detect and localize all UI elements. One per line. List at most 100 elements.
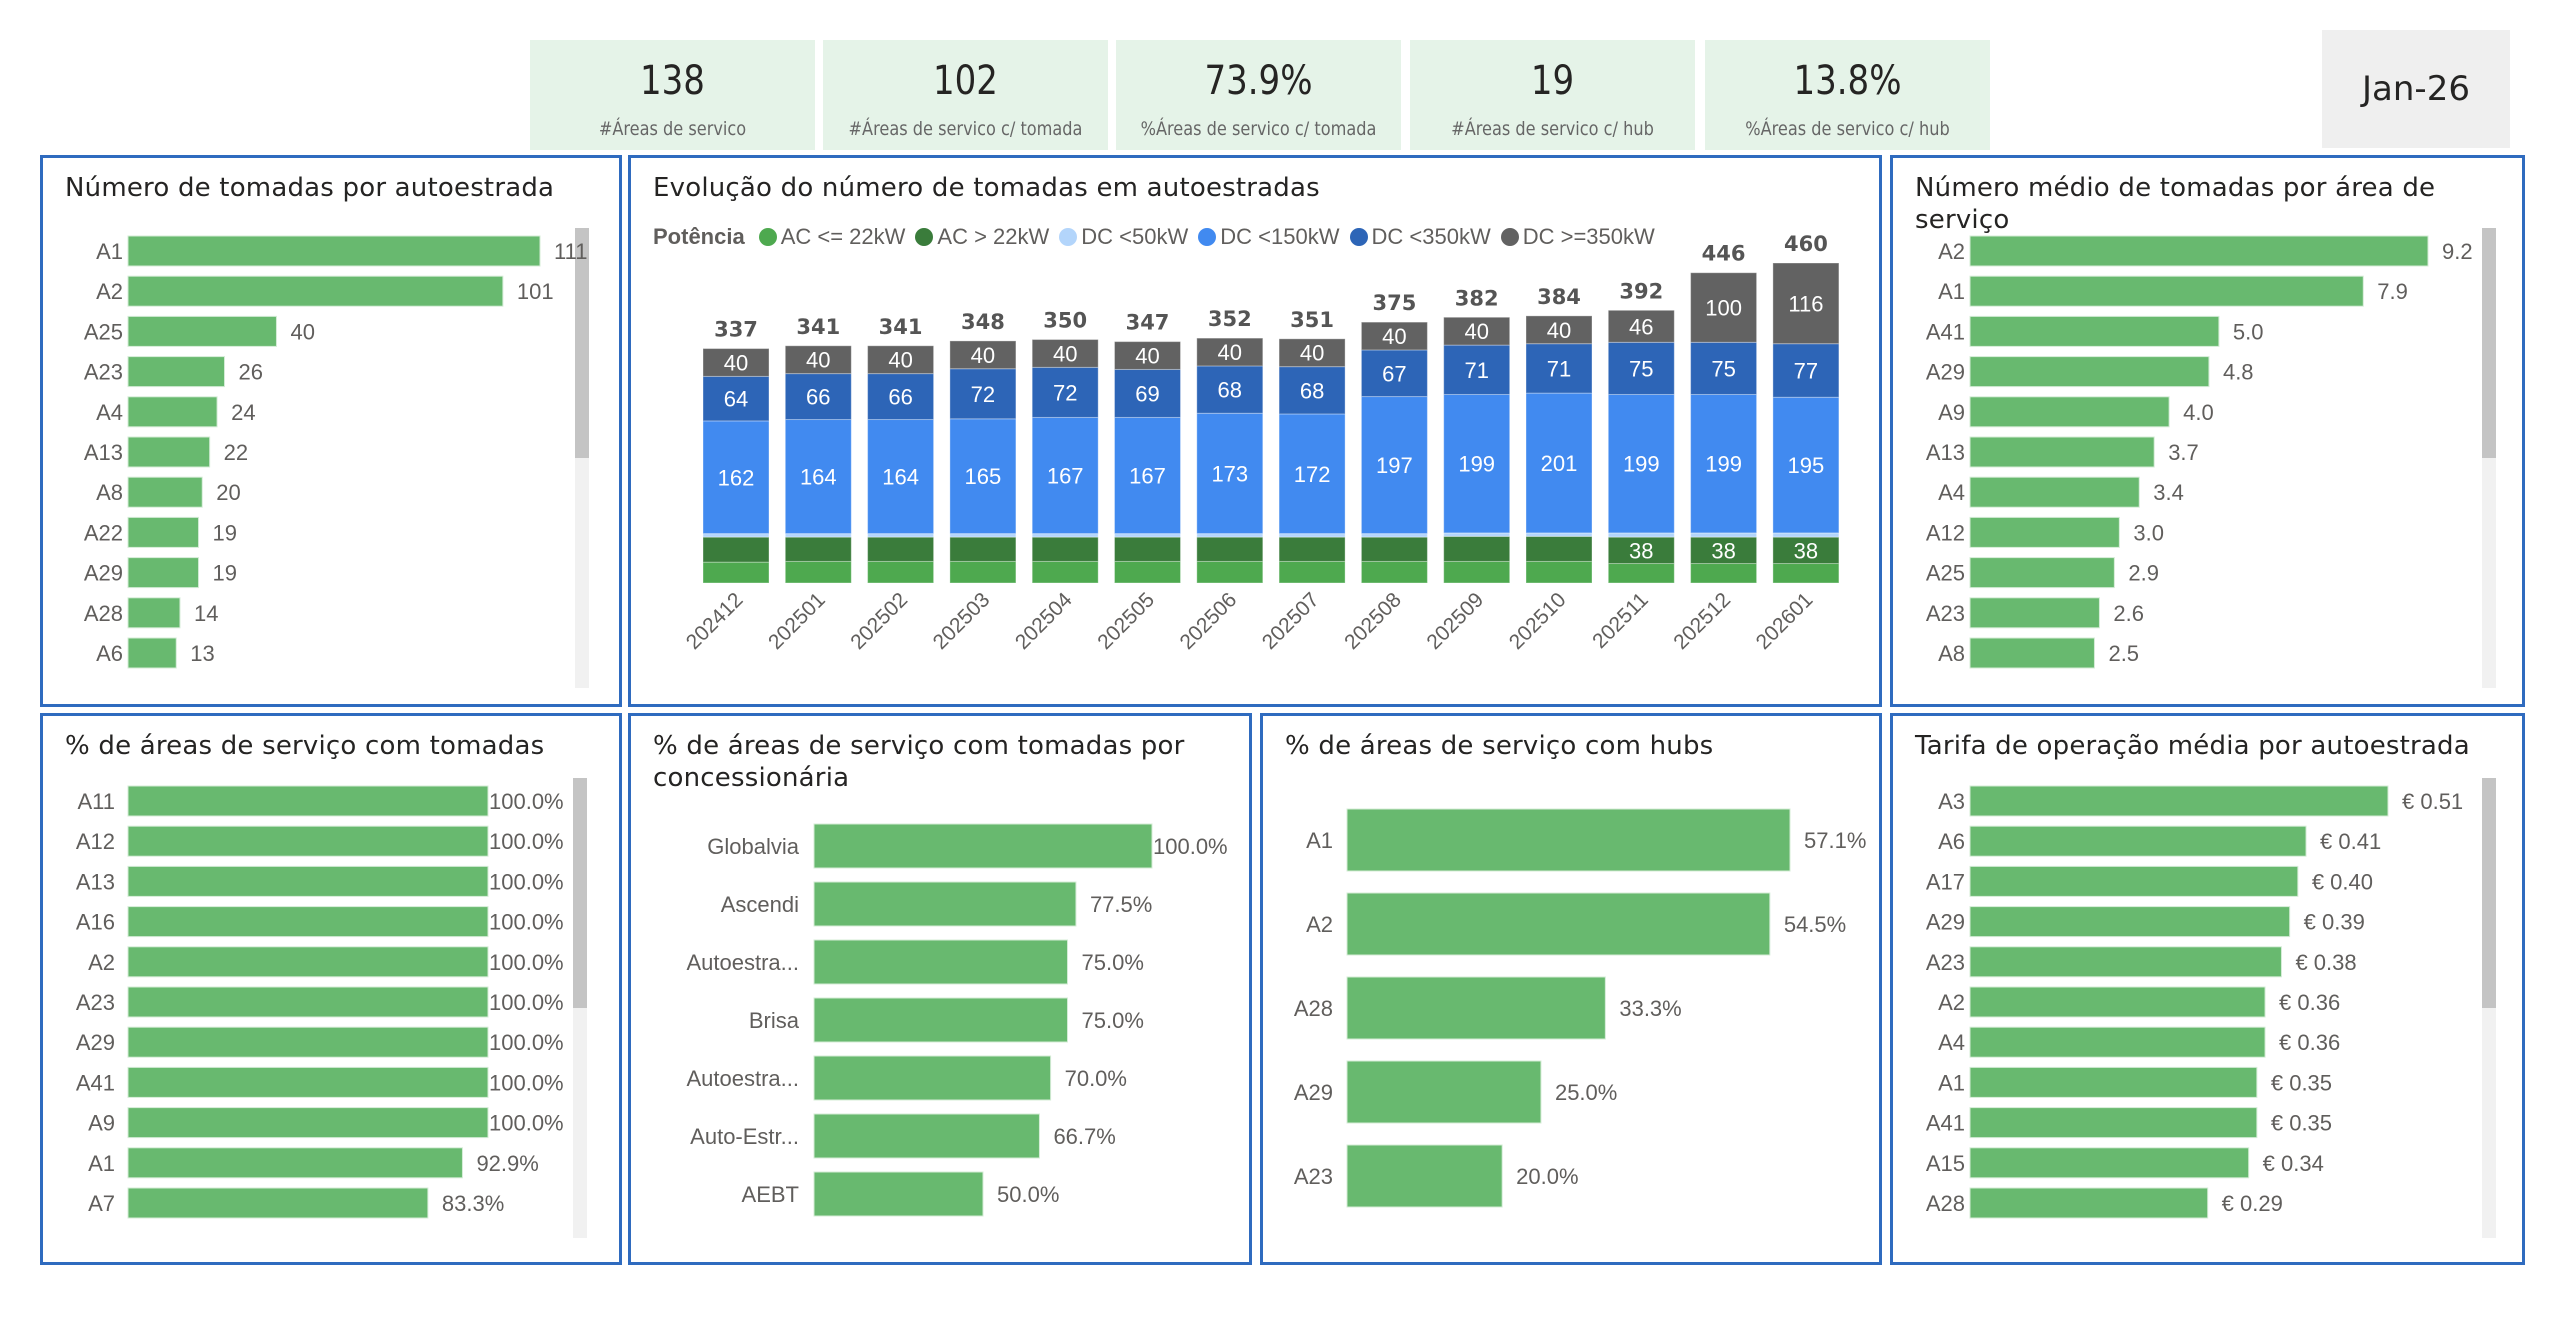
stacked-segment[interactable] [1114,416,1181,535]
stacked-segment[interactable] [1360,321,1428,351]
stacked-segment[interactable] [1278,533,1346,538]
stacked-segment[interactable] [1031,533,1099,538]
bar[interactable] [1969,1026,2266,1058]
bar[interactable] [127,865,489,897]
bar[interactable] [1346,976,1606,1040]
stacked-segment[interactable] [784,419,852,535]
stacked-segment[interactable] [1443,393,1511,534]
bar[interactable] [1969,946,2282,978]
bar[interactable] [1969,1107,2258,1139]
stacked-segment[interactable] [1360,560,1428,584]
bar[interactable] [127,356,226,388]
bar[interactable] [1969,476,2140,508]
bar[interactable] [1969,637,2095,669]
bar[interactable] [127,396,218,428]
stacked-segment[interactable] [1443,532,1511,537]
bar[interactable] [1969,275,2364,307]
stacked-segment[interactable] [1114,533,1181,538]
stacked-segment[interactable] [867,533,935,538]
bar[interactable] [1969,1187,2209,1219]
stacked-segment[interactable] [1443,344,1511,395]
bar[interactable] [1346,808,1791,872]
bar[interactable] [127,825,489,857]
legend-item[interactable]: DC <350kW [1349,224,1491,250]
bar[interactable] [813,823,1153,869]
stacked-segment[interactable] [1443,560,1511,584]
bar[interactable] [1969,315,2220,347]
stacked-segment[interactable] [1525,560,1593,584]
bar[interactable] [813,1055,1052,1101]
stacked-segment[interactable] [1278,366,1346,415]
stacked-segment[interactable] [784,533,852,538]
stacked-segment[interactable] [784,560,852,584]
stacked-segment[interactable] [1772,396,1840,534]
bar[interactable] [127,436,211,468]
bar[interactable] [1969,557,2115,589]
bar[interactable] [813,1171,984,1217]
legend-item[interactable]: DC <150kW [1198,224,1340,250]
bar[interactable] [127,597,181,629]
bar[interactable] [127,946,489,978]
legend-item[interactable]: AC <= 22kW [758,224,905,250]
stacked-segment[interactable] [1690,532,1758,538]
bar[interactable] [1969,825,2307,857]
stacked-segment[interactable] [1196,536,1264,562]
bar[interactable] [127,516,200,548]
legend-item[interactable]: DC <50kW [1059,224,1188,250]
bar[interactable] [1969,597,2100,629]
stacked-segment[interactable] [949,418,1017,535]
stacked-segment[interactable] [784,536,852,562]
bar[interactable] [1969,396,2170,428]
stacked-segment[interactable] [702,348,770,377]
stacked-segment[interactable] [867,345,935,375]
stacked-segment[interactable] [1278,560,1346,584]
stacked-segment[interactable] [1690,393,1758,534]
bar[interactable] [1969,356,2210,388]
stacked-segment[interactable] [1772,262,1840,345]
bar[interactable] [127,1026,489,1058]
stacked-segment[interactable] [1031,560,1099,584]
stacked-segment[interactable] [1607,563,1675,584]
stacked-segment[interactable] [1772,343,1840,398]
bar[interactable] [1969,785,2389,817]
stacked-segment[interactable] [1772,532,1840,538]
bar[interactable] [127,476,203,508]
stacked-segment[interactable] [1360,349,1428,398]
stacked-segment[interactable] [1443,535,1511,562]
stacked-segment[interactable] [1114,560,1181,584]
date-filter-button[interactable]: Jan-26 [2322,30,2510,148]
bar[interactable] [1969,906,2291,938]
stacked-segment[interactable] [1360,396,1428,535]
stacked-segment[interactable] [867,560,935,584]
bar[interactable] [127,275,504,307]
bar[interactable] [813,1113,1040,1159]
stacked-segment[interactable] [1607,532,1675,538]
bar[interactable] [127,235,541,267]
stacked-segment[interactable] [1525,315,1593,345]
bar[interactable] [1969,986,2266,1018]
stacked-segment[interactable] [702,536,770,563]
stacked-segment[interactable] [1443,316,1511,346]
bar[interactable] [127,557,200,589]
stacked-segment[interactable] [784,345,852,375]
stacked-segment[interactable] [1196,560,1264,584]
bar[interactable] [127,1107,489,1139]
bar[interactable] [1969,1066,2258,1098]
bar[interactable] [1969,1147,2250,1179]
stacked-segment[interactable] [1525,535,1593,562]
stacked-segment[interactable] [949,340,1017,370]
stacked-segment[interactable] [1196,337,1264,367]
stacked-segment[interactable] [1525,532,1593,537]
stacked-segment[interactable] [1278,413,1346,535]
stacked-segment[interactable] [702,561,770,584]
bar[interactable] [127,906,489,938]
stacked-segment[interactable] [949,368,1017,420]
stacked-segment[interactable] [1607,536,1675,565]
bar[interactable] [1346,1144,1503,1208]
scrollbar-thumb[interactable] [2482,778,2496,1008]
stacked-segment[interactable] [1772,563,1840,584]
stacked-segment[interactable] [1525,343,1593,394]
legend-item[interactable]: DC >=350kW [1500,224,1655,250]
bar[interactable] [127,1147,463,1179]
stacked-segment[interactable] [1196,412,1264,535]
